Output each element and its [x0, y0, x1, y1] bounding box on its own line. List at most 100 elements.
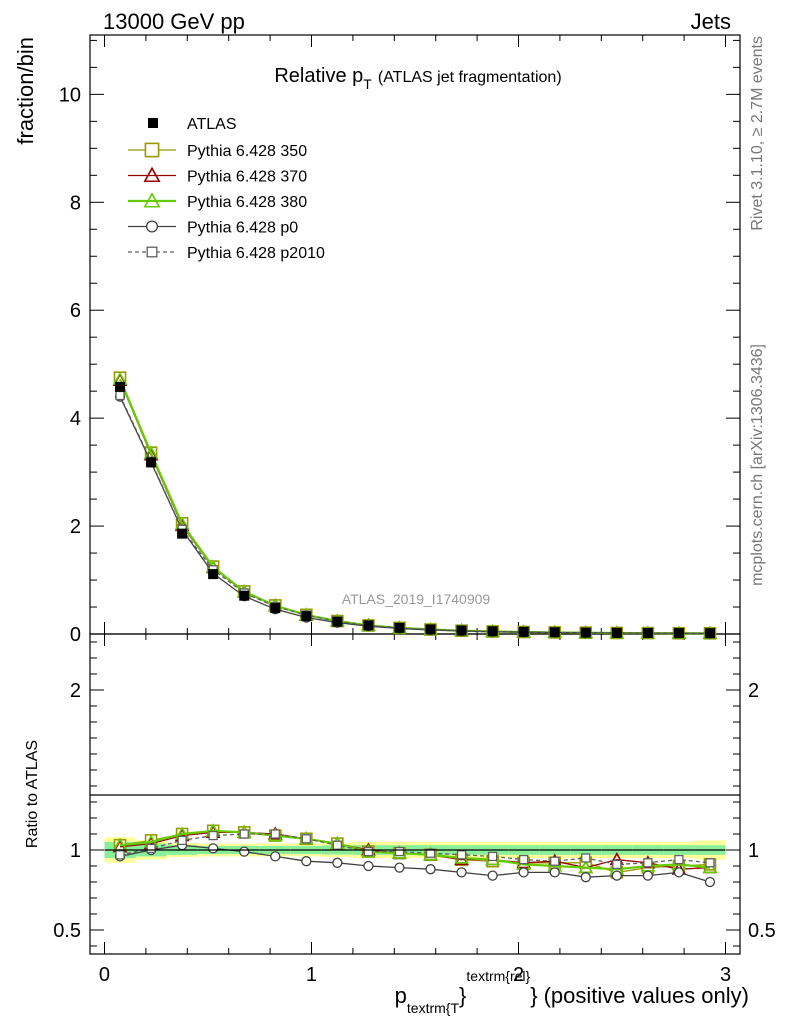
atlas-data-point [580, 627, 591, 638]
series-3-ratio-point [611, 870, 622, 881]
y-tick-label: 0 [70, 624, 81, 646]
x-axis-label: ptextrm{T}textrm{rel}} (positive values o… [395, 968, 749, 1016]
series-3-ratio-point [363, 860, 374, 872]
ratio-y-tick-label-right: 2 [748, 680, 759, 702]
atlas-data-point [208, 569, 219, 580]
series-3-ratio-point [704, 876, 716, 888]
series-4-ratio-point [612, 859, 622, 870]
legend-marker-atlas [148, 118, 158, 128]
ratio-series-layer [104, 823, 726, 888]
series-layer [112, 371, 718, 640]
series-4-line [119, 395, 710, 634]
series-4-ratio-point [332, 840, 343, 850]
x-label-subscript: textrm{T [407, 1000, 460, 1016]
series-3-ratio-point [301, 856, 312, 867]
ratio-y-tick-label: 0.5 [53, 920, 81, 942]
series-2-ratio-line [119, 829, 711, 871]
legend-label-2: Pythia 6.428 380 [187, 194, 307, 211]
series-3-ratio-point [518, 867, 529, 878]
series-4-ratio-point [487, 851, 498, 862]
legend-marker-3 [145, 220, 159, 233]
series-3-ratio-point [270, 851, 281, 862]
ratio-y-tick-label: 1 [70, 840, 81, 862]
series-4-ratio-point [674, 854, 684, 865]
legend-label-0: Pythia 6.428 350 [187, 143, 307, 160]
atlas-data-point [673, 628, 684, 639]
x-tick-label: 2 [513, 964, 524, 986]
title-tail: (ATLAS jet fragmentation) [378, 69, 562, 86]
series-4-ratio-point [146, 843, 156, 854]
legend-marker-0 [144, 142, 160, 158]
x-label-brace: } [459, 983, 466, 1008]
series-3-ratio-point [332, 857, 343, 868]
y-tick-label: 8 [70, 192, 81, 214]
series-4-ratio-point [208, 830, 218, 841]
series-4-ratio-point [394, 846, 405, 857]
series-3-ratio-point [456, 867, 467, 878]
axis-ticks: 0 1 2 3 0 2 4 6 8 10 0.5 0.5 1 1 2 2 [53, 35, 776, 986]
ratio-y-axis-label: Ratio to ATLAS [24, 740, 41, 848]
atlas-data-point [642, 627, 653, 638]
legend-label-4: Pythia 6.428 p2010 [187, 245, 325, 262]
legend-label-1: Pythia 6.428 370 [187, 169, 307, 186]
atlas-data-point [115, 381, 126, 392]
analysis-watermark: ATLAS_2019_I1740909 [342, 591, 491, 607]
series-3-ratio-point [239, 846, 250, 857]
ratio-y-tick-label-right: 1 [748, 840, 759, 862]
series-4-ratio-line [119, 833, 711, 866]
series-4-ratio-point [643, 858, 653, 868]
y-axis-label: fraction/bin [13, 37, 38, 145]
series-4-ratio-point [363, 846, 374, 857]
atlas-data-point [146, 457, 157, 468]
chart-title: Relative pT (ATLAS jet fragmentation) [274, 65, 561, 92]
series-3-ratio-point [673, 867, 685, 878]
rivet-version-label: Rivet 3.1.10, ≥ 2.7M events [749, 36, 766, 231]
atlas-data-point [487, 626, 498, 637]
atlas-data-point [611, 627, 622, 638]
atlas-data-point [704, 628, 715, 639]
y-tick-label: 10 [59, 84, 81, 106]
series-4-ratio-point [301, 834, 311, 844]
series-3-ratio-line [119, 844, 711, 883]
series-3-ratio-point [642, 870, 654, 881]
x-label-superscript: textrm{rel} [466, 968, 530, 984]
atlas-data-point [425, 624, 436, 635]
y-tick-label: 4 [70, 408, 81, 430]
legend-marker-2 [143, 192, 161, 208]
series-4-ratio-point [550, 856, 560, 866]
ratio-y-tick-label: 2 [70, 680, 81, 702]
series-4-ratio-point [270, 829, 280, 839]
y-tick-label: 2 [70, 516, 81, 538]
series-4-ratio-point [177, 835, 187, 846]
atlas-data-point [239, 590, 250, 601]
ratio-plot-frame [89, 633, 741, 955]
series-4-ratio-point [705, 858, 715, 868]
atlas-data-point [456, 625, 467, 636]
x-label-close: } [530, 983, 537, 1008]
series-3-ratio-point [394, 862, 405, 873]
y-tick-label: 6 [70, 300, 81, 322]
header-category-label: Jets [691, 9, 731, 34]
title-main: Relative p [274, 65, 363, 87]
atlas-data-point [270, 603, 281, 614]
ratio-y-tick-label-right: 0.5 [748, 920, 776, 942]
series-4-ratio-point [239, 829, 249, 839]
legend-label-3: Pythia 6.428 p0 [187, 220, 298, 237]
atlas-data-point [518, 626, 529, 637]
series-4-ratio-point [519, 854, 529, 865]
series-3-ratio-point [487, 870, 498, 881]
series-4-point [115, 390, 125, 401]
legend-marker-1 [143, 166, 161, 183]
series-4-ratio-point [115, 850, 125, 860]
atlas-data-point [301, 611, 312, 622]
x-label-tail: (positive values only) [544, 983, 749, 1008]
legend: ATLAS Pythia 6.428 350 Pythia 6.428 370 Py… [128, 116, 325, 262]
atlas-data-point [394, 622, 405, 633]
legend-label-atlas: ATLAS [187, 116, 237, 133]
series-3-ratio-point [549, 867, 560, 878]
series-4-ratio-point [456, 850, 467, 860]
x-tick-label: 0 [99, 964, 110, 986]
atlas-data-point [177, 528, 188, 539]
x-tick-label: 1 [306, 964, 317, 986]
